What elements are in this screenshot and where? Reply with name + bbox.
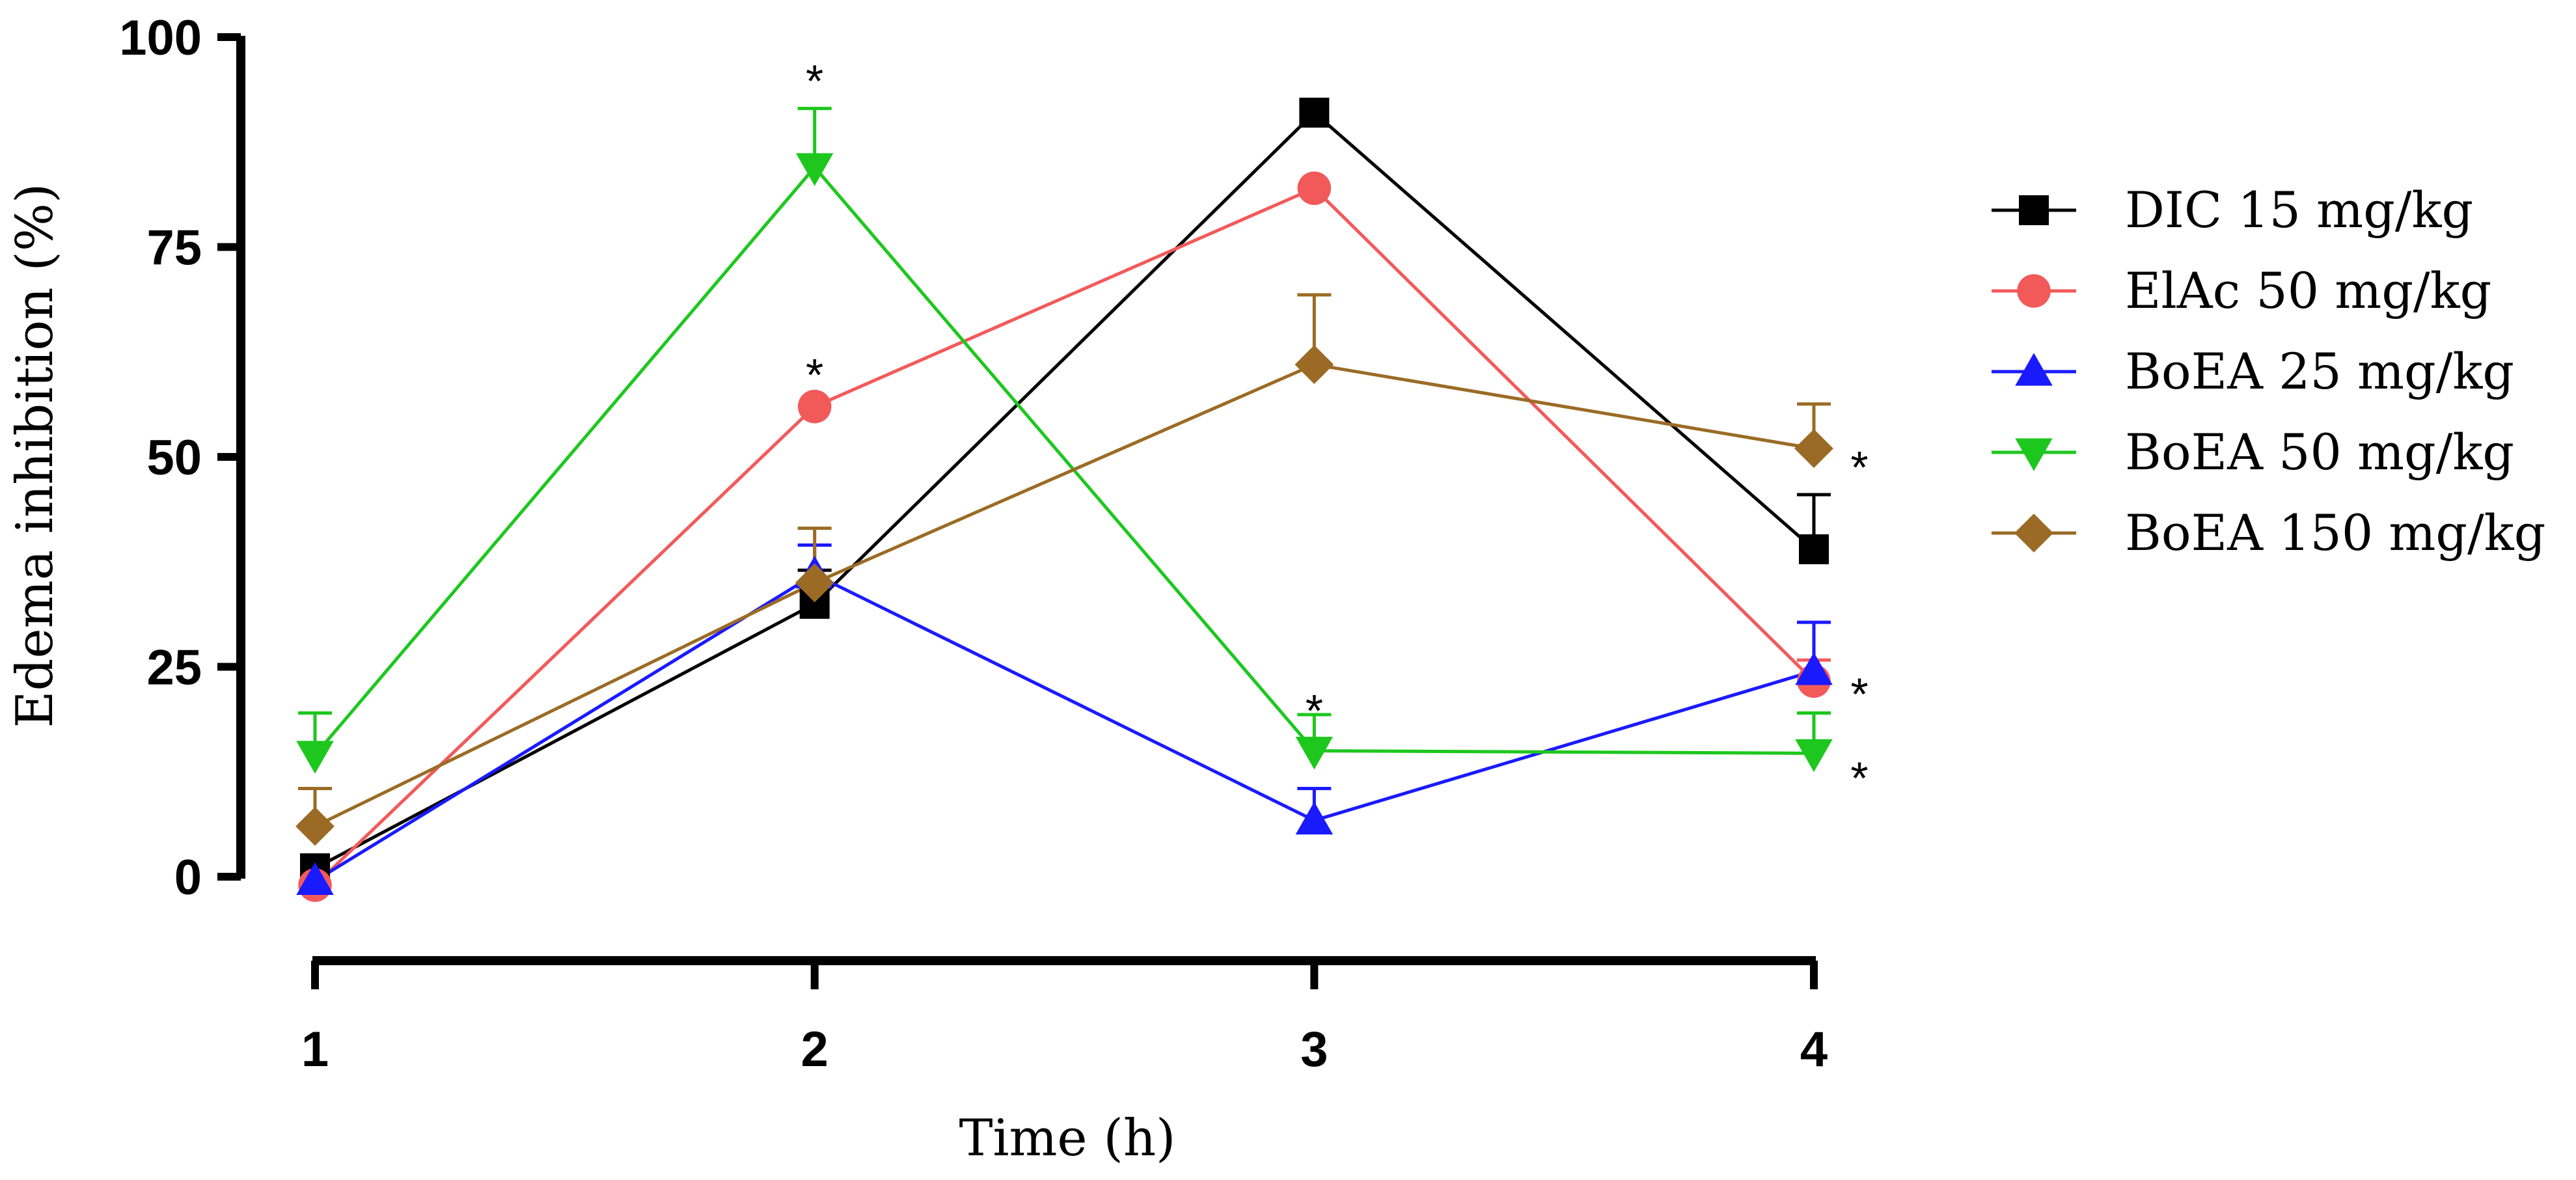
x-tick-label: 1 xyxy=(301,1022,329,1077)
y-tick-label: 50 xyxy=(146,430,202,486)
data-point xyxy=(1295,801,1334,835)
series-line xyxy=(314,572,1815,883)
legend-item: BoEA 25 mg/kg xyxy=(1992,342,2514,400)
x-tick-label: 4 xyxy=(1800,1022,1828,1077)
error-bars xyxy=(298,107,1831,827)
x-ticks: 1 2 3 4 xyxy=(301,961,1828,1077)
legend-label: ElAc 50 mg/kg xyxy=(2125,262,2491,320)
legend-label: DIC 15 mg/kg xyxy=(2125,181,2473,239)
significance-asterisk: * xyxy=(806,350,823,400)
series-markers xyxy=(295,98,1833,902)
series-line xyxy=(314,363,1815,828)
legend-label: BoEA 150 mg/kg xyxy=(2125,504,2545,562)
legend-item: BoEA 50 mg/kg xyxy=(1992,423,2514,481)
y-tick-label: 0 xyxy=(174,850,202,905)
annotations: * * * * * * xyxy=(806,56,1869,804)
y-tick-label: 75 xyxy=(146,221,202,276)
data-point xyxy=(1795,739,1833,773)
series-line xyxy=(314,165,1815,756)
legend-marker xyxy=(2019,195,2049,225)
data-point xyxy=(296,862,334,896)
legend-marker xyxy=(2015,438,2053,471)
data-point xyxy=(795,153,834,186)
legend-marker xyxy=(2017,274,2051,308)
series-line xyxy=(314,110,1815,870)
data-point xyxy=(1295,345,1334,384)
data-point xyxy=(1299,98,1330,128)
legend-marker xyxy=(2015,353,2053,386)
series-line xyxy=(314,186,1815,886)
x-tick-label: 3 xyxy=(1300,1022,1328,1077)
data-point xyxy=(1297,171,1332,205)
significance-asterisk: * xyxy=(806,56,823,107)
legend-item: ElAc 50 mg/kg xyxy=(1992,262,2491,320)
legend-item: BoEA 150 mg/kg xyxy=(1992,504,2545,562)
data-point xyxy=(1795,652,1833,685)
significance-asterisk: * xyxy=(1850,442,1868,493)
series-layer xyxy=(295,98,1833,902)
significance-asterisk: * xyxy=(1850,752,1868,803)
data-point xyxy=(797,389,832,424)
significance-asterisk: * xyxy=(1850,668,1868,719)
data-point xyxy=(1295,736,1334,770)
y-axis-title: Edema inhibition (%) xyxy=(6,184,64,728)
x-axis-title: Time (h) xyxy=(959,1109,1176,1168)
legend-marker xyxy=(2014,514,2053,553)
legend-label: BoEA 50 mg/kg xyxy=(2125,423,2514,481)
y-tick-label: 25 xyxy=(146,640,202,696)
x-tick-label: 2 xyxy=(801,1022,829,1077)
axes xyxy=(236,36,1816,965)
data-point xyxy=(1794,429,1833,468)
y-tick-label: 100 xyxy=(119,10,202,66)
data-point xyxy=(1799,534,1829,564)
significance-asterisk: * xyxy=(1306,685,1323,736)
data-point xyxy=(795,563,834,603)
series-lines xyxy=(314,110,1815,886)
legend-label: BoEA 25 mg/kg xyxy=(2125,342,2514,400)
legend-item: DIC 15 mg/kg xyxy=(1992,181,2473,239)
y-ticks: 0 25 50 75 100 xyxy=(119,10,241,905)
data-point xyxy=(295,806,335,846)
data-point xyxy=(296,741,334,774)
legend: DIC 15 mg/kg ElAc 50 mg/kg BoEA 25 mg/kg Bo… xyxy=(1992,181,2545,562)
